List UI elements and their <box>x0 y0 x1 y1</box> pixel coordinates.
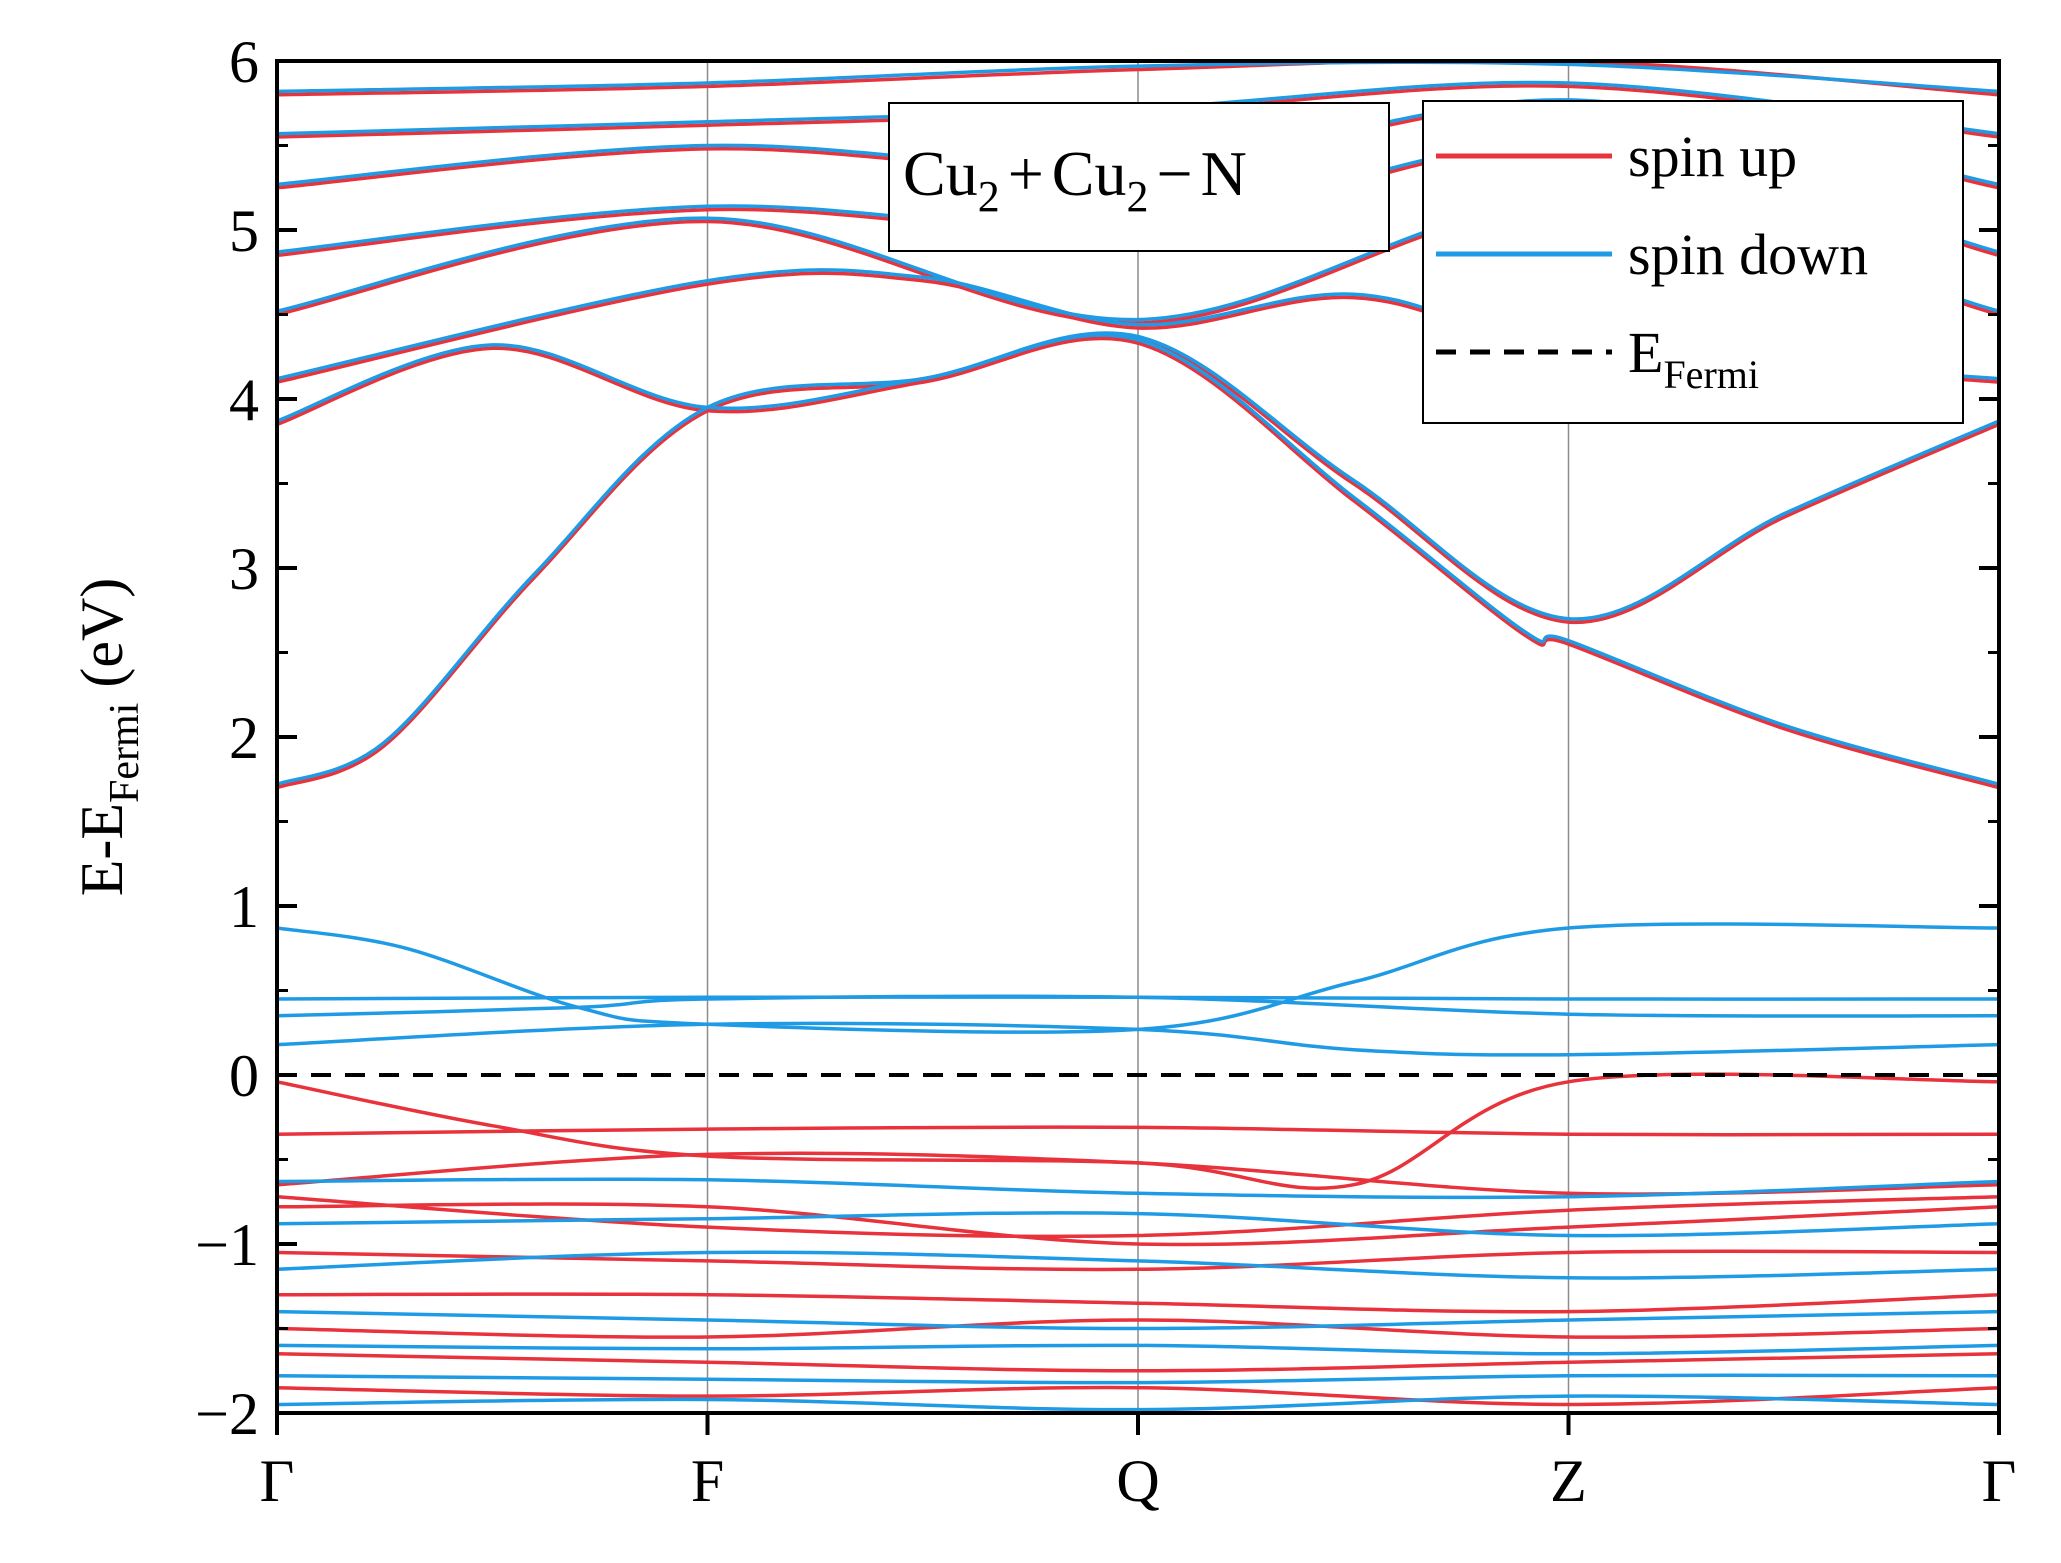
legend-label-fermi: EFermi <box>1628 320 1759 397</box>
band-line-spin-down <box>277 1373 1999 1385</box>
y-tick-label: 3 <box>229 536 259 602</box>
band-line-spin-down <box>277 331 1999 621</box>
band-line-spin-down <box>277 1309 1999 1331</box>
band-line-spin-down <box>277 922 1999 1034</box>
band-line-spin-up <box>277 1318 1999 1339</box>
band-line-spin-up <box>277 1202 1999 1247</box>
y-tick-label: 1 <box>229 874 259 940</box>
band-line-spin-up <box>277 1125 1999 1137</box>
composition-annotation: Cu2 + Cu2− N <box>888 102 1390 252</box>
x-tick-label: Γ <box>260 1448 295 1514</box>
x-tick-label: Q <box>1116 1448 1159 1514</box>
band-lines <box>277 61 1999 1412</box>
y-tick-label: 5 <box>229 198 259 264</box>
x-tick-label: Z <box>1550 1448 1587 1514</box>
band-line-spin-up <box>277 1292 1999 1314</box>
band-line-spin-down <box>277 994 1999 1018</box>
legend-label-spin-up: spin up <box>1628 124 1797 189</box>
y-tick-label: 2 <box>229 705 259 771</box>
band-line-spin-down <box>277 333 1999 786</box>
band-line-spin-up <box>277 1194 1999 1239</box>
y-axis-title: E-EFermi (eV) <box>69 578 148 897</box>
band-line-spin-up <box>277 336 1999 790</box>
band-line-spin-up <box>277 1385 1999 1407</box>
band-line-spin-down <box>277 1343 1999 1356</box>
y-tick-label: 0 <box>229 1043 259 1109</box>
y-tick-label: −2 <box>195 1381 259 1447</box>
band-line-spin-up <box>277 1352 1999 1373</box>
band-line-spin-down <box>277 1394 1999 1412</box>
band-line-spin-up <box>277 61 1999 97</box>
y-tick-label: 6 <box>229 29 259 95</box>
band-line-spin-down <box>277 1177 1999 1200</box>
band-line-spin-down <box>277 1211 1999 1238</box>
band-line-spin-down <box>277 61 1999 94</box>
band-line-spin-down <box>277 1250 1999 1280</box>
x-tick-label: F <box>691 1448 724 1514</box>
legend-label-spin-down: spin down <box>1628 222 1868 287</box>
y-tick-label: −1 <box>195 1212 259 1278</box>
legend: spin up spin down EFermi <box>1422 100 1964 424</box>
svg-text:Cu2+Cu2−N: Cu2 + Cu2− N <box>903 138 1247 221</box>
band-line-spin-down <box>277 1021 1999 1057</box>
x-tick-label: Γ <box>1982 1448 2017 1514</box>
y-tick-label: 4 <box>229 367 259 433</box>
